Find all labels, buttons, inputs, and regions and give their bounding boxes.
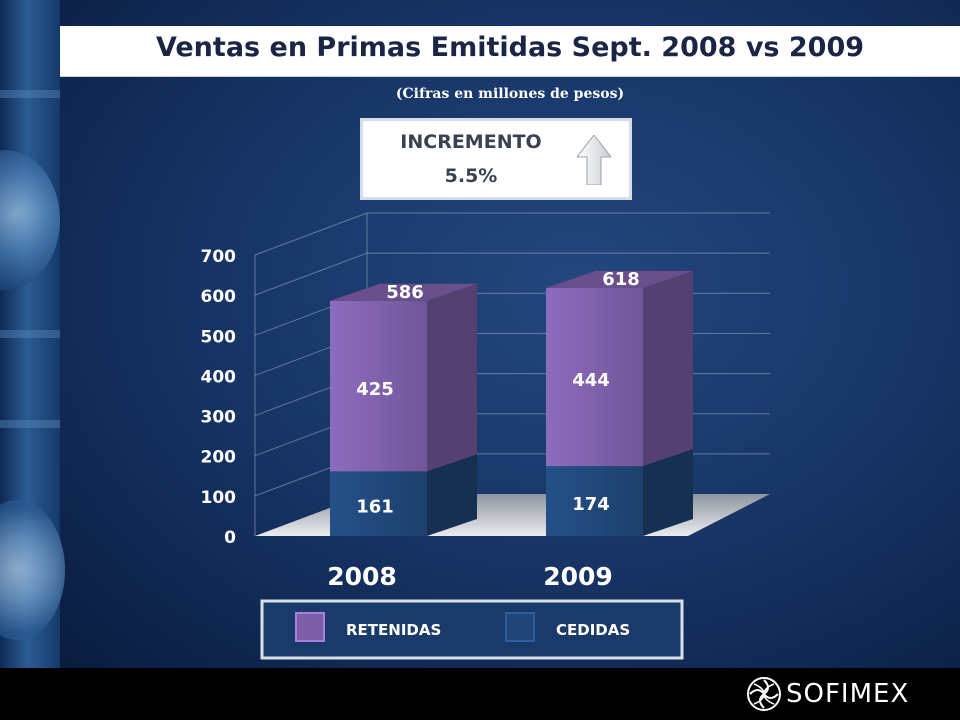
total-label: 586 <box>386 282 424 303</box>
bar-top <box>546 270 693 288</box>
sofimex-swirl-icon <box>747 677 781 711</box>
strip-band <box>0 420 60 428</box>
side-gridline <box>254 252 368 296</box>
y-tick-label: 300 <box>201 408 237 428</box>
legend-label-retenidas: RETENIDAS <box>346 621 441 639</box>
strip-band <box>0 330 60 338</box>
x-category-label: 2008 <box>327 562 397 591</box>
bar-segment-retenidas <box>330 300 427 472</box>
legend-box <box>260 599 684 660</box>
bar-top <box>330 283 477 301</box>
y-tick-label: 400 <box>201 367 237 387</box>
data-label: 425 <box>356 379 394 400</box>
footer-bar <box>0 668 960 720</box>
side-gridline <box>254 212 368 256</box>
y-tick-label: 200 <box>201 448 237 468</box>
logo-text: SOFIMEX <box>786 679 910 709</box>
x-category-label: 2009 <box>543 562 613 591</box>
y-tick-label: 700 <box>201 247 237 267</box>
up-arrow-icon <box>577 135 611 185</box>
bar-side-retenidas <box>427 283 477 472</box>
bar-segment-cedidas <box>546 466 643 536</box>
decorative-side-strip <box>0 0 65 668</box>
bar-segment-cedidas <box>330 471 427 536</box>
y-tick-label: 0 <box>224 528 236 548</box>
slide-subtitle: (Cifras en millones de pesos) <box>395 86 625 102</box>
slide-title: Ventas en Primas Emitidas Sept. 2008 vs … <box>155 32 865 63</box>
increment-label: INCREMENTO <box>400 131 542 153</box>
increment-box: INCREMENTO 5.5% <box>360 118 632 200</box>
strip-band <box>0 90 60 98</box>
bar-segment-retenidas <box>546 287 643 467</box>
bar-side-cedidas <box>643 449 693 536</box>
y-tick-label: 100 <box>201 488 237 508</box>
legend-swatch-retenidas <box>295 612 325 642</box>
y-tick-label: 600 <box>201 287 237 307</box>
bar-side-retenidas <box>643 270 693 467</box>
increment-value: 5.5% <box>444 165 498 187</box>
data-label: 174 <box>572 494 610 515</box>
total-label: 618 <box>602 269 640 290</box>
data-label: 161 <box>356 497 394 518</box>
bar-side-cedidas <box>427 454 477 536</box>
title-bar <box>60 26 960 77</box>
data-label: 444 <box>572 370 610 391</box>
y-tick-label: 500 <box>201 327 237 347</box>
legend-swatch-cedidas <box>505 612 535 642</box>
legend-label-cedidas: CEDIDAS <box>556 621 630 639</box>
